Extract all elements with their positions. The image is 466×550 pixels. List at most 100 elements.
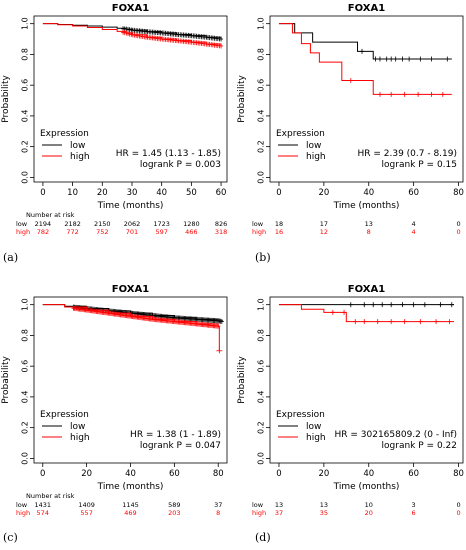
risk-table-header: Number at risk [26, 492, 75, 500]
legend-label-low: low [70, 141, 85, 151]
x-tick-label: 60 [169, 469, 180, 479]
x-tick-label: 80 [453, 188, 464, 198]
legend-label-high: high [70, 152, 90, 162]
risk-count: 466 [185, 228, 197, 236]
risk-count: 2150 [94, 220, 111, 228]
risk-count: 2194 [35, 220, 52, 228]
risk-count: 20 [365, 509, 373, 517]
y-tick-label: 1.0 [21, 17, 30, 30]
km-curve-high [278, 304, 455, 323]
y-tick-label: 0.0 [21, 452, 30, 465]
risk-count: 17 [320, 220, 328, 228]
risk-row-label-high: high [16, 509, 30, 517]
y-axis-label: Probability [1, 75, 11, 123]
plot-frame [33, 15, 228, 183]
y-tick-label: 0.2 [257, 140, 266, 153]
y-tick-label: 0.4 [21, 110, 30, 123]
risk-count: 18 [275, 220, 283, 228]
risk-count: 1145 [122, 501, 139, 509]
x-axis-label: Time (months) [333, 201, 400, 211]
risk-row-label-low: low [252, 501, 264, 509]
x-tick-label: 30 [127, 188, 138, 198]
risk-count: 13 [320, 501, 328, 509]
legend-label-high: high [306, 433, 326, 443]
km-panel: FOXA1 0.0 0.2 0.4 0.6 0.8 1.0 Probability 0 20 40 6… [236, 0, 466, 270]
risk-count: 782 [37, 228, 49, 236]
y-tick-label: 1.0 [257, 298, 266, 311]
risk-count: 1280 [183, 220, 200, 228]
plot-frame [269, 296, 464, 464]
risk-count: 752 [96, 228, 108, 236]
km-panel: FOXA1 0.0 0.2 0.4 0.6 0.8 1.0 Probability 0 20 40 6… [236, 281, 466, 550]
risk-count: 469 [124, 509, 136, 517]
risk-count: 16 [275, 228, 283, 236]
logrank-p-text: logrank P = 0.047 [140, 441, 221, 451]
risk-count: 10 [365, 501, 373, 509]
plot-frame [269, 15, 464, 183]
risk-row-label-high: high [16, 228, 30, 236]
risk-count: 3 [412, 501, 416, 509]
hazard-ratio-text: HR = 302165809.2 (0 - Inf) [334, 430, 457, 440]
y-tick-label: 0.4 [257, 110, 266, 123]
hazard-ratio-text: HR = 1.45 (1.13 - 1.85) [116, 149, 221, 159]
x-tick-label: 20 [97, 188, 108, 198]
y-tick-label: 0.2 [21, 421, 30, 434]
hazard-ratio-text: HR = 2.39 (0.7 - 8.19) [357, 149, 457, 159]
hazard-ratio-text: HR = 1.38 (1 - 1.89) [130, 430, 221, 440]
risk-count: 4 [412, 228, 416, 236]
x-tick-label: 60 [408, 188, 419, 198]
y-tick-label: 0.4 [257, 391, 266, 404]
risk-count: 203 [168, 509, 180, 517]
y-tick-label: 0.8 [257, 329, 266, 342]
risk-row-label-low: low [252, 220, 264, 228]
y-tick-label: 0.0 [257, 171, 266, 184]
x-axis-label: Time (months) [333, 482, 400, 492]
x-tick-label: 20 [318, 469, 329, 479]
y-tick-label: 0.0 [21, 171, 30, 184]
y-tick-label: 0.2 [21, 140, 30, 153]
panel-label: (c) [3, 531, 18, 544]
risk-count: 37 [214, 501, 222, 509]
panel-label: (a) [3, 251, 19, 264]
x-tick-label: 40 [363, 469, 374, 479]
risk-count: 597 [155, 228, 167, 236]
y-tick-label: 0.4 [21, 391, 30, 404]
chart-title: FOXA1 [348, 3, 385, 14]
risk-count: 0 [456, 220, 460, 228]
km-plot-svg: FOXA1 0.0 0.2 0.4 0.6 0.8 1.0 Probability 0 10 20 3… [1, 3, 228, 236]
legend-title: Expression [40, 410, 89, 420]
y-tick-label: 0.6 [21, 79, 30, 92]
y-tick-label: 0.8 [257, 48, 266, 61]
risk-count: 13 [275, 501, 283, 509]
y-axis-label: Probability [237, 356, 247, 404]
risk-count: 1409 [78, 501, 95, 509]
y-axis-label: Probability [237, 75, 247, 123]
legend-label-low: low [306, 422, 321, 432]
x-axis-label: Time (months) [97, 201, 164, 211]
x-tick-label: 60 [216, 188, 227, 198]
logrank-p-text: logrank P = 0.15 [382, 160, 457, 170]
risk-count: 772 [66, 228, 78, 236]
y-tick-label: 0.8 [21, 48, 30, 61]
risk-count: 2182 [64, 220, 81, 228]
x-tick-label: 40 [156, 188, 167, 198]
risk-count: 4 [412, 220, 416, 228]
legend-title: Expression [276, 129, 325, 139]
km-curve-high [278, 23, 452, 95]
legend-label-high: high [70, 433, 90, 443]
x-tick-label: 80 [453, 469, 464, 479]
x-tick-label: 20 [81, 469, 92, 479]
legend-title: Expression [40, 129, 89, 139]
km-curve-low [42, 23, 222, 40]
legend-label-low: low [70, 422, 85, 432]
risk-count: 2062 [124, 220, 141, 228]
risk-count: 589 [168, 501, 180, 509]
risk-row-label-low: low [16, 220, 28, 228]
risk-count: 0 [456, 228, 460, 236]
y-tick-label: 0.2 [257, 421, 266, 434]
x-tick-label: 0 [40, 188, 45, 198]
